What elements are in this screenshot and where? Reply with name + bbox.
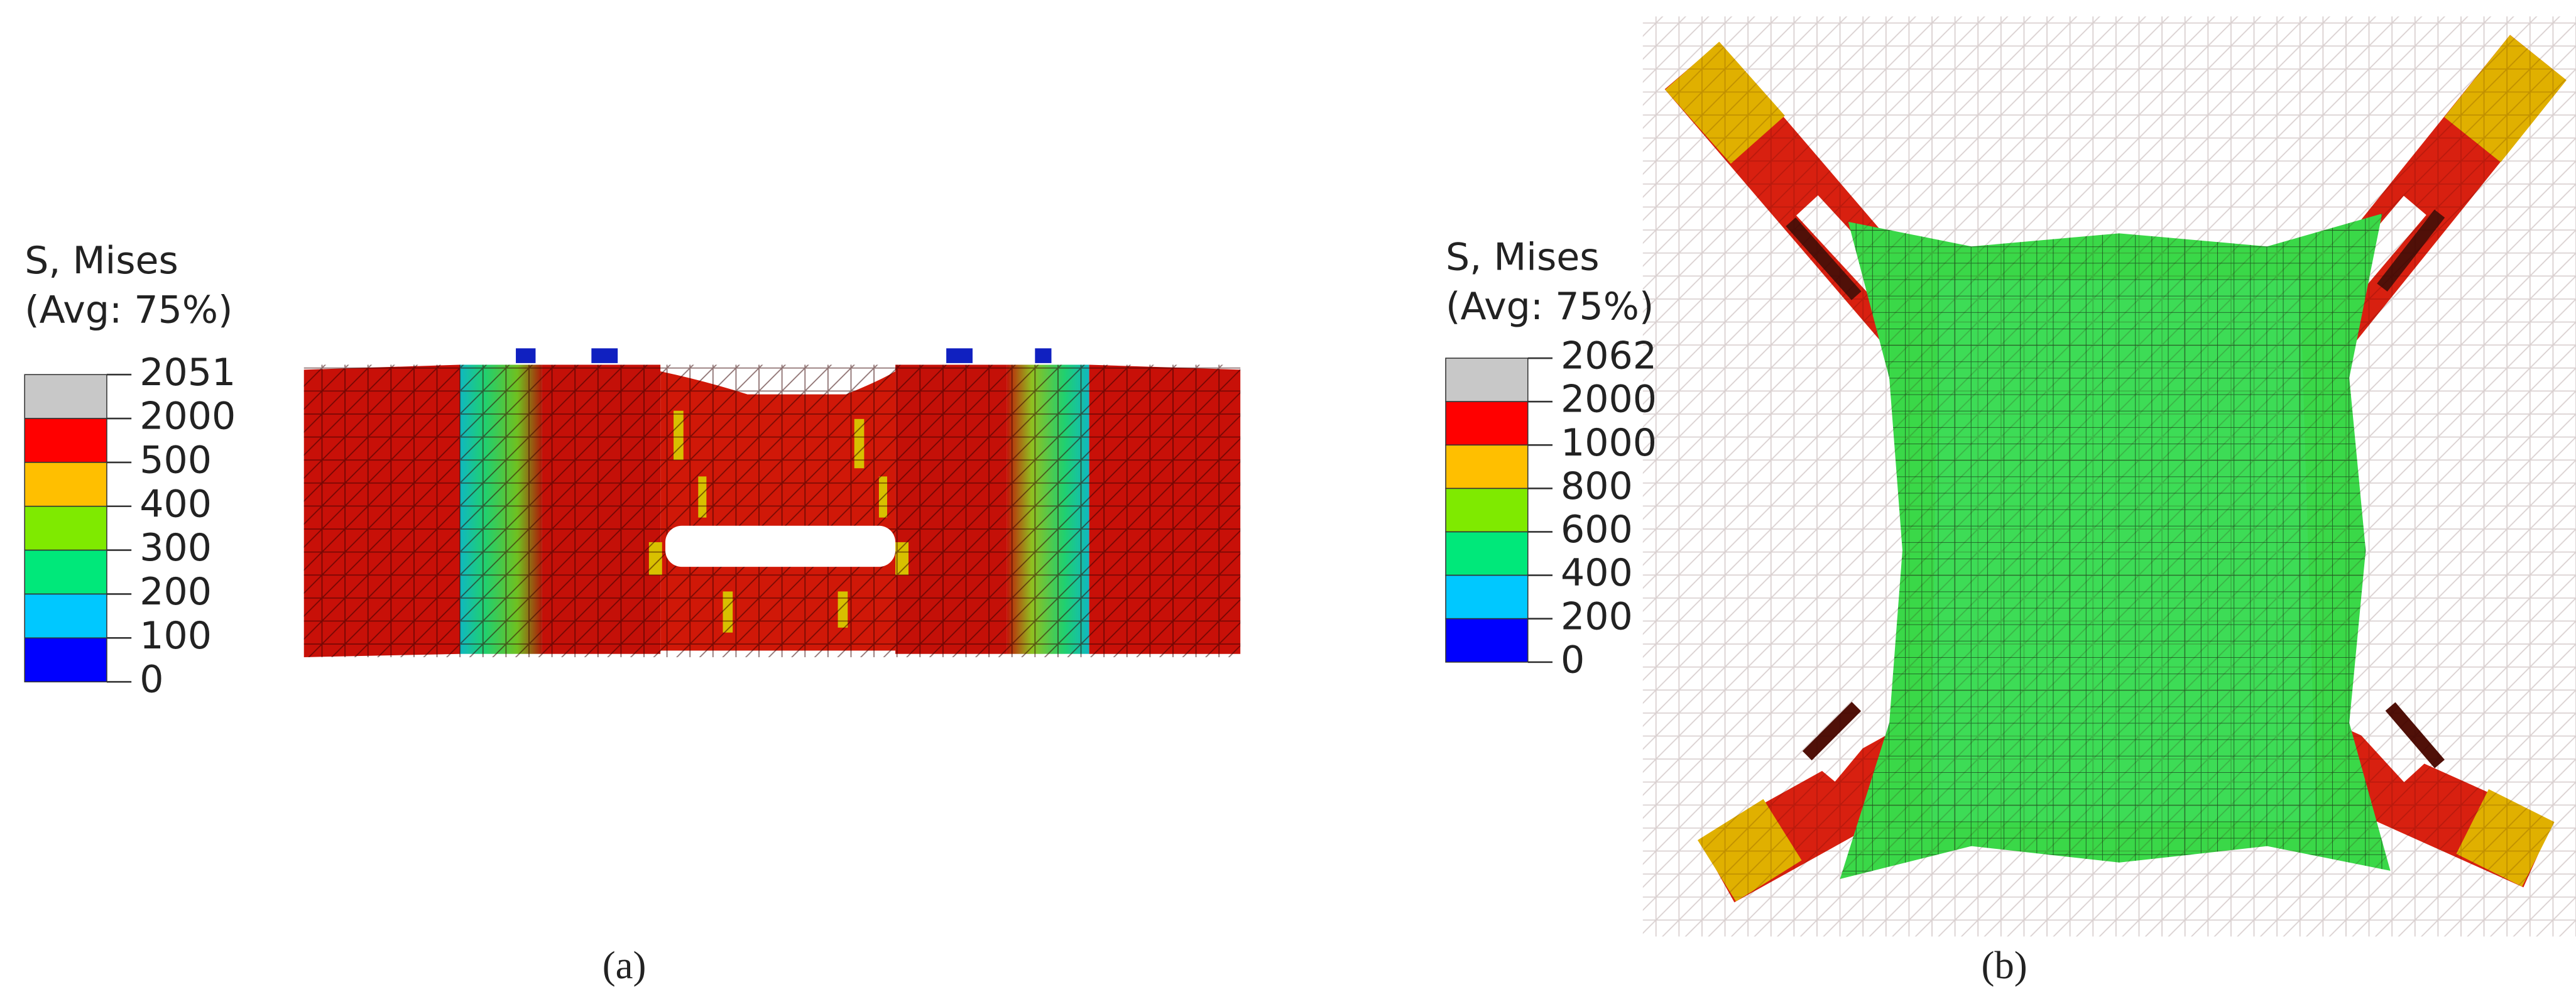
legend-swatch [1445, 618, 1529, 663]
legend-label: 2000 [139, 395, 236, 439]
legend-subtitle: (Avg: 75%) [25, 288, 232, 332]
legend-label: 500 [139, 438, 212, 482]
legend-swatch [1445, 531, 1529, 576]
legend-label: 0 [139, 658, 163, 702]
legend-swatch [24, 418, 107, 463]
legend-swatch [24, 637, 107, 682]
legends: S, Mises(Avg: 75%)2051200050040030020010… [24, 236, 1657, 702]
legend-label: 2051 [139, 351, 236, 395]
legend-swatch [1445, 488, 1529, 533]
legend-label: 300 [139, 526, 212, 570]
legend-swatch [24, 462, 107, 507]
legend-swatch [1445, 358, 1529, 402]
legend-swatch [1445, 444, 1529, 489]
legend-label: 200 [139, 570, 212, 614]
legend-swatch [24, 374, 107, 419]
legend-label: 100 [139, 614, 212, 658]
legend-label: 600 [1561, 508, 1633, 552]
legend-label: 400 [139, 482, 212, 526]
legend-swatch [24, 549, 107, 595]
mesh-a [303, 348, 1241, 657]
legend-swatch [24, 593, 107, 639]
legend-label: 2000 [1561, 378, 1657, 422]
legend-label: 2062 [1561, 334, 1657, 378]
legend-swatch [1445, 401, 1529, 446]
caption: (a) [603, 943, 647, 987]
legend-label: 400 [1561, 551, 1633, 595]
legend-label: 800 [1561, 464, 1633, 508]
legend-label: 200 [1561, 594, 1633, 638]
legend-title: S, Mises [1446, 236, 1600, 280]
caption: (b) [1981, 943, 2027, 987]
legend-swatch [1445, 574, 1529, 620]
legend-subtitle: (Avg: 75%) [1446, 285, 1654, 329]
legend-label: 0 [1561, 638, 1585, 682]
legend-swatch [24, 505, 107, 551]
mesh-b [1642, 16, 2576, 937]
legend-label: 1000 [1561, 421, 1657, 465]
legend-title: S, Mises [25, 239, 178, 283]
